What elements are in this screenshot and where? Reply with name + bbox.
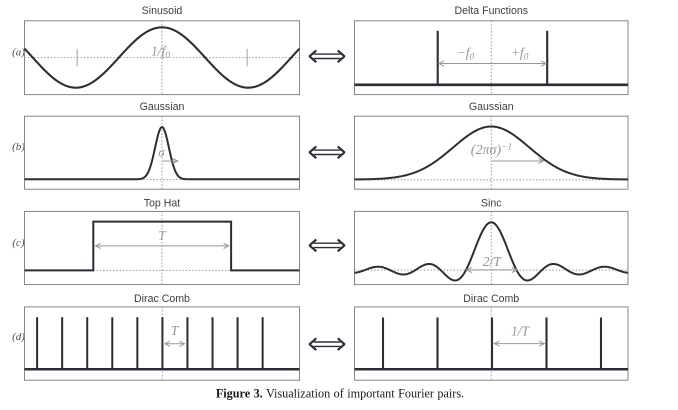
svg-text:2/T: 2/T: [483, 254, 503, 269]
svg-text:1/T: 1/T: [511, 324, 531, 339]
svg-text:Top Hat: Top Hat: [144, 197, 181, 209]
svg-text:T: T: [171, 323, 180, 338]
svg-text:(d): (d): [12, 331, 25, 343]
svg-text:Sinusoid: Sinusoid: [142, 5, 183, 17]
svg-text:(b): (b): [12, 141, 25, 153]
svg-text:Figure 3. Visualization of imp: Figure 3. Visualization of important Fou…: [216, 386, 464, 400]
svg-text:Gaussian: Gaussian: [140, 101, 185, 113]
svg-text:(c): (c): [12, 237, 25, 249]
svg-text:Gaussian: Gaussian: [469, 101, 514, 113]
svg-text:Dirac Comb: Dirac Comb: [134, 293, 190, 305]
svg-text:Delta Functions: Delta Functions: [454, 5, 528, 17]
svg-text:Sinc: Sinc: [481, 197, 502, 209]
svg-text:(a): (a): [12, 47, 25, 59]
svg-text:T: T: [158, 228, 166, 243]
svg-text:Dirac Comb: Dirac Comb: [463, 293, 519, 305]
svg-text:σ: σ: [158, 146, 165, 160]
